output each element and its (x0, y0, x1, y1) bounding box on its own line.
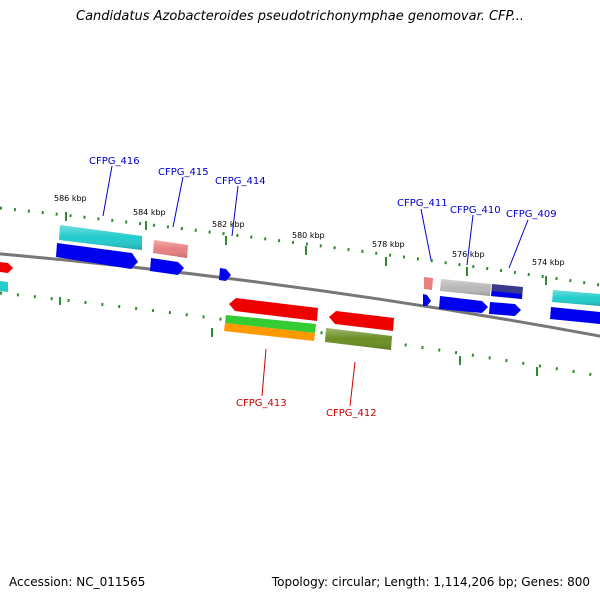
gene-label-cfpg-415[interactable]: CFPG_415 (158, 167, 209, 178)
forward-strand-genes (0, 225, 600, 324)
topology-text: Topology: circular; Length: 1,114,206 bp… (271, 575, 590, 589)
gene-label-cfpg-410[interactable]: CFPG_410 (450, 205, 501, 216)
gene-label-cfpg-413[interactable]: CFPG_413 (236, 398, 287, 409)
leader-line-cfpg-412 (349, 361, 356, 407)
kbp-label-578: 578 kbp (372, 240, 405, 249)
gene-feature[interactable] (56, 243, 138, 269)
leader-line-cfpg-415 (172, 176, 184, 228)
gene-feature[interactable] (224, 323, 315, 341)
gene-feature[interactable] (489, 302, 521, 316)
kbp-label-582: 582 kbp (212, 220, 245, 229)
gene-feature[interactable] (153, 240, 188, 258)
map-title: Candidatus Azobacteroides pseudotrichony… (76, 9, 524, 24)
gene-feature[interactable] (552, 290, 600, 306)
gene-feature[interactable] (225, 315, 316, 333)
gene-label-cfpg-416[interactable]: CFPG_416 (89, 156, 140, 167)
gene-feature[interactable] (440, 279, 491, 296)
major-ticks (59, 212, 547, 376)
kbp-label-586: 586 kbp (54, 194, 87, 203)
kbp-label-580: 580 kbp (292, 231, 325, 240)
reverse-strand-genes (224, 298, 394, 350)
gene-feature[interactable] (550, 307, 600, 324)
leader-line-cfpg-410 (466, 214, 474, 266)
gene-feature[interactable] (325, 328, 392, 350)
gene-feature[interactable] (219, 268, 231, 281)
accession-text: Accession: NC_011565 (9, 575, 146, 589)
gene-label-cfpg-411[interactable]: CFPG_411 (397, 198, 448, 209)
gene-label-cfpg-414[interactable]: CFPG_414 (215, 176, 266, 187)
gene-feature[interactable] (0, 262, 13, 273)
gene-feature[interactable] (491, 291, 522, 299)
gene-label-cfpg-412[interactable]: CFPG_412 (326, 408, 377, 419)
gene-feature[interactable] (439, 296, 488, 313)
leader-line-cfpg-409 (508, 219, 529, 269)
kbp-label-574: 574 kbp (532, 258, 565, 267)
gene-feature[interactable] (229, 298, 318, 321)
gene-feature[interactable] (59, 225, 142, 250)
leader-line-cfpg-413 (261, 348, 267, 397)
gene-feature[interactable] (150, 258, 184, 275)
leader-line-cfpg-411 (420, 208, 432, 261)
gene-label-cfpg-409[interactable]: CFPG_409 (506, 209, 557, 220)
gene-feature[interactable] (423, 294, 431, 306)
leader-line-cfpg-414 (231, 185, 239, 237)
gene-feature[interactable] (424, 277, 433, 290)
gene-feature[interactable] (0, 281, 8, 292)
leader-line-cfpg-416 (102, 165, 113, 217)
kbp-label-584: 584 kbp (133, 208, 166, 217)
outer-scale-ring (0, 206, 600, 287)
gene-feature[interactable] (329, 311, 394, 331)
genome-backbone (0, 252, 600, 338)
